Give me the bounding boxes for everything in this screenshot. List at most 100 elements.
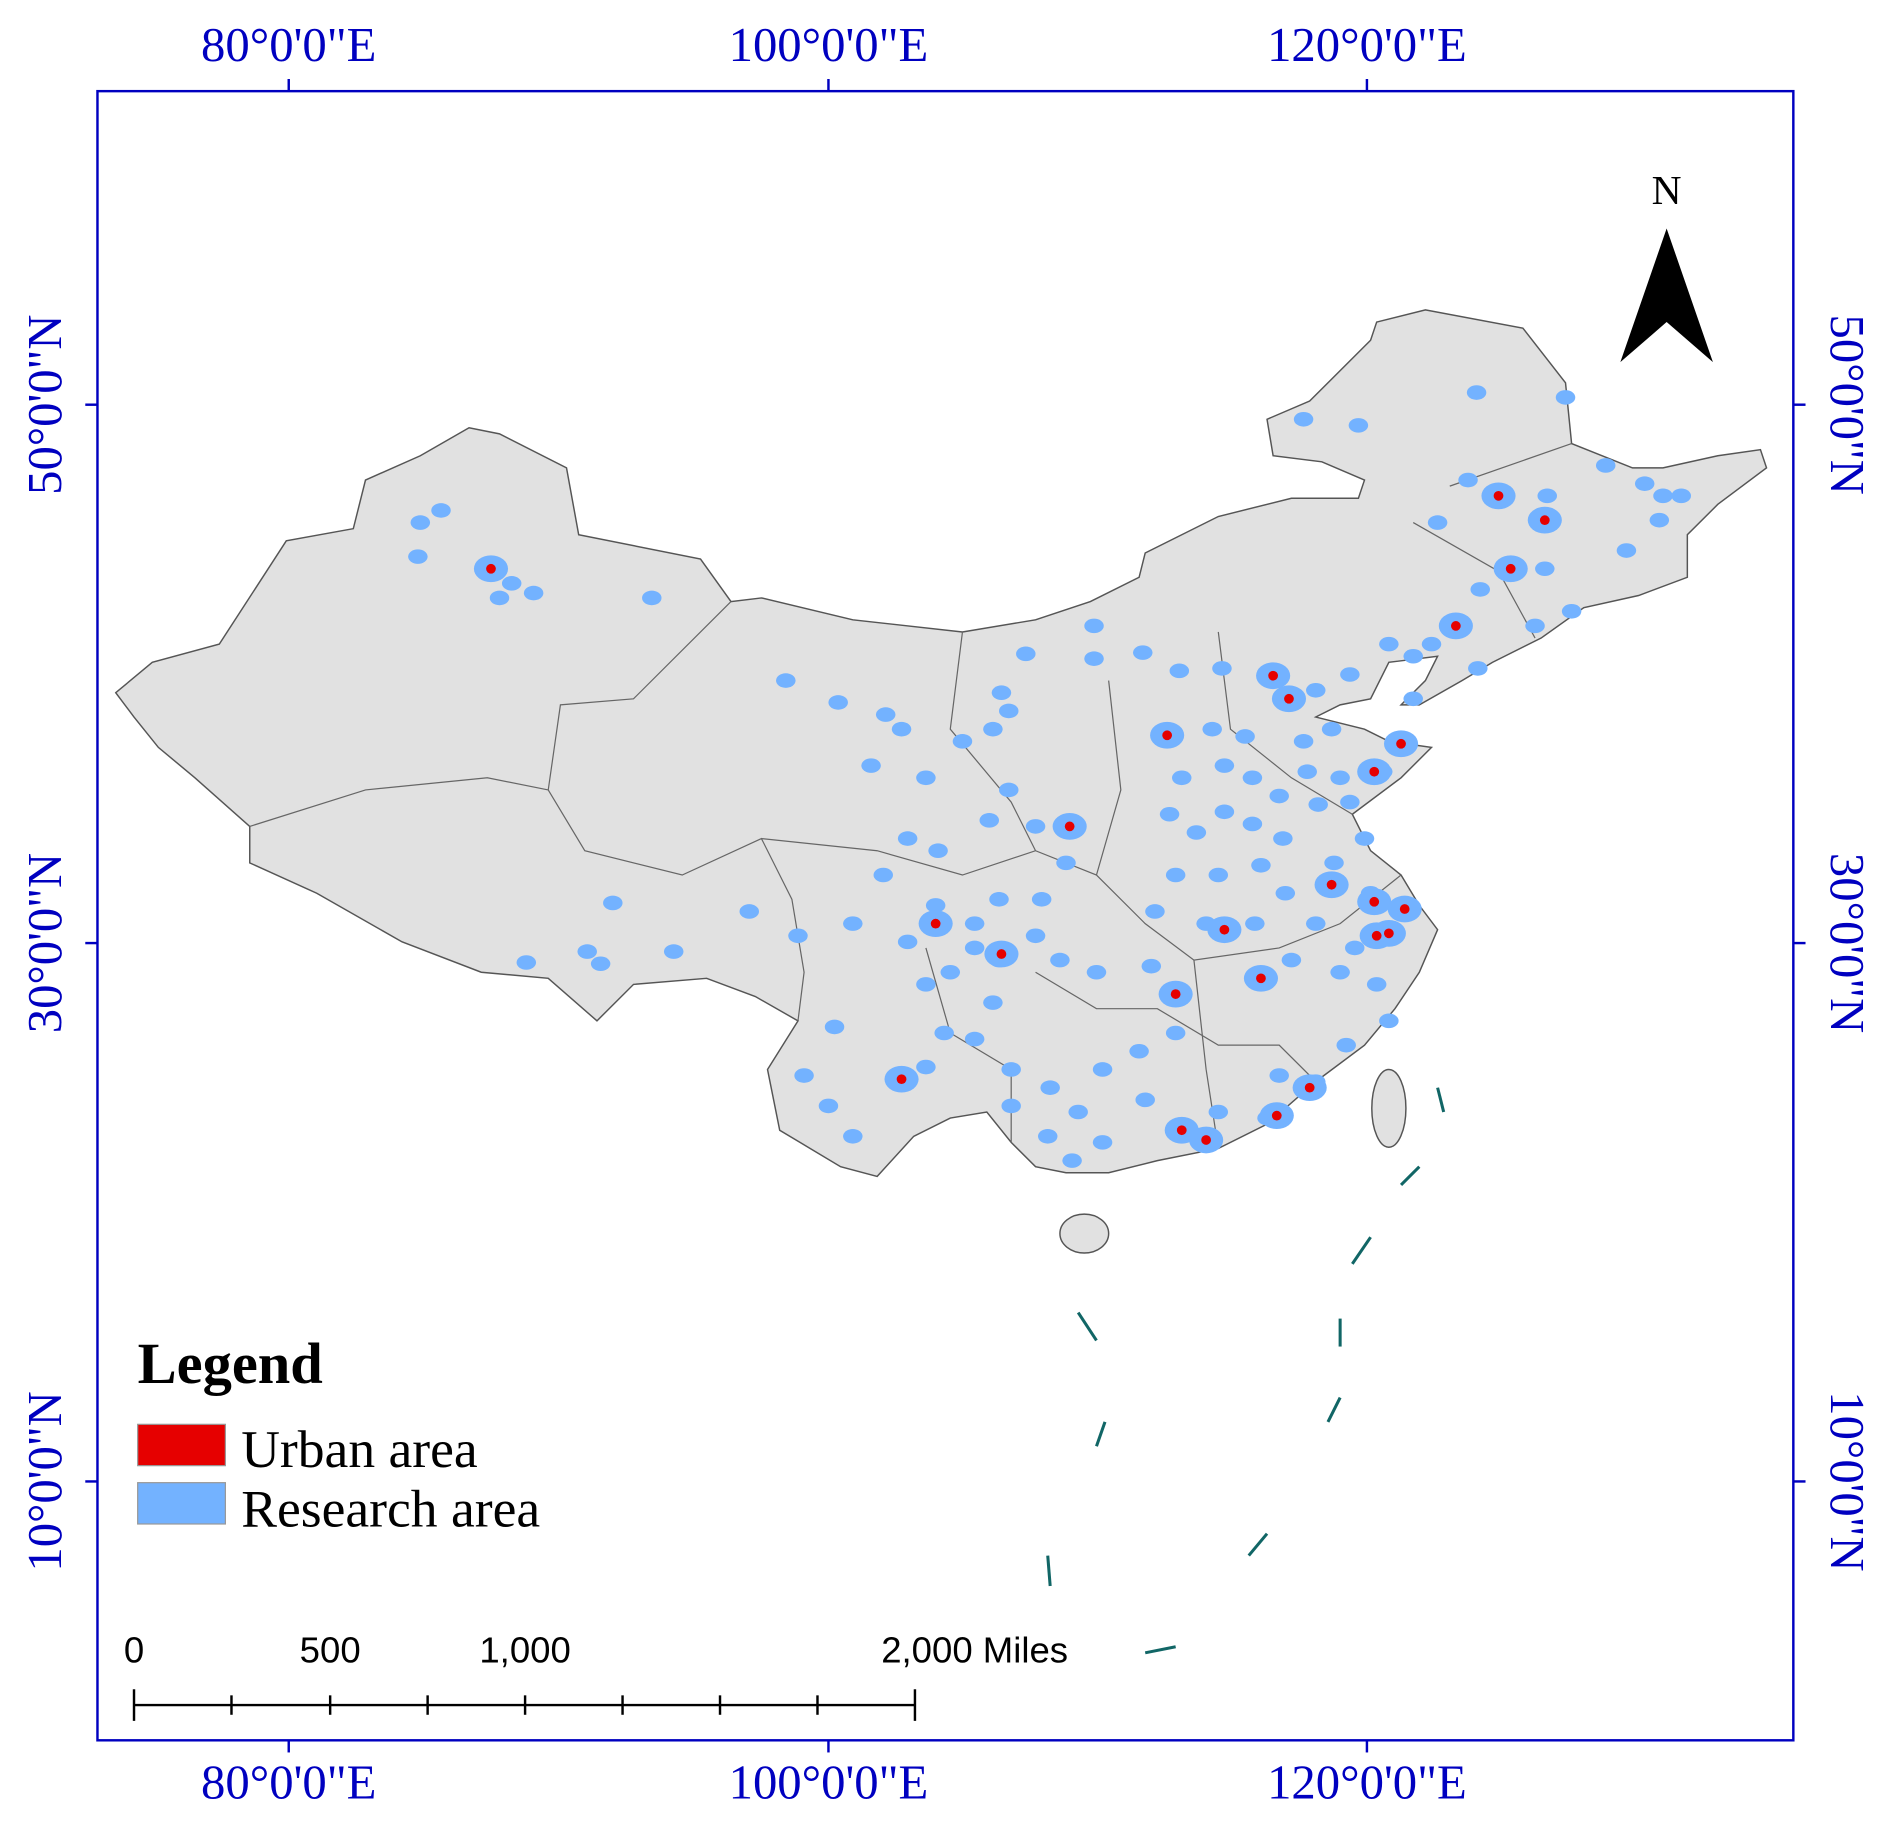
research-area (1354, 831, 1375, 846)
research-area (1403, 648, 1423, 664)
research-area (489, 590, 510, 606)
research-area (873, 867, 894, 883)
research-area (603, 895, 623, 911)
research-area (1141, 958, 1162, 974)
legend-title: Legend (138, 1331, 323, 1396)
research-area (1649, 512, 1670, 528)
research-area (1321, 721, 1342, 737)
research-area (983, 721, 1003, 737)
urban-area (1383, 928, 1394, 939)
research-area (1092, 1135, 1113, 1150)
urban-areas (486, 490, 1550, 1145)
research-area (875, 707, 896, 722)
research-area (1537, 488, 1557, 504)
urban-area (1284, 693, 1294, 704)
urban-area (1268, 670, 1278, 681)
research-area (999, 703, 1019, 719)
research-area (1212, 661, 1232, 676)
research-area (1245, 916, 1265, 931)
scale-label: 2,000 Miles (881, 1630, 1068, 1671)
research-area (1427, 515, 1448, 530)
lon-label: 80°0'0"E (201, 18, 376, 72)
research-area (991, 685, 1012, 701)
research-area (897, 934, 918, 950)
research-area (1068, 1104, 1088, 1120)
urban-area (896, 1074, 907, 1085)
research-area (1273, 831, 1293, 846)
research-area (516, 955, 537, 970)
research-area (891, 721, 912, 737)
research-area (1340, 667, 1360, 682)
research-area (1133, 645, 1153, 660)
research-area (1466, 385, 1487, 400)
research-area (1165, 1025, 1186, 1041)
lon-label: 80°0'0"E (201, 1756, 376, 1810)
research-area (1379, 636, 1399, 652)
research-area (794, 1068, 814, 1083)
research-area (501, 576, 522, 591)
urban-area (1170, 989, 1181, 999)
lon-label: 100°0'0"E (729, 18, 929, 72)
research-area (1340, 794, 1360, 810)
research-area (577, 944, 597, 959)
research-area (1275, 885, 1296, 901)
research-area (1208, 867, 1229, 883)
research-area (916, 1059, 936, 1075)
research-area (1561, 604, 1582, 619)
research-area (1092, 1062, 1113, 1077)
research-area (1336, 1037, 1356, 1053)
research-area (989, 892, 1009, 907)
research-area (828, 695, 848, 710)
research-area (928, 843, 948, 859)
research-area (925, 898, 946, 913)
research-area (1062, 1153, 1082, 1168)
research-area (408, 549, 428, 564)
research-area (1016, 646, 1036, 662)
research-area (1242, 770, 1263, 786)
urban-area (1399, 904, 1410, 914)
research-area (1172, 770, 1192, 786)
nine-dash-line (1046, 1087, 1446, 1655)
research-area (934, 1025, 954, 1041)
urban-area (486, 563, 496, 574)
graticule-ticks (85, 78, 1806, 1753)
urban-area (1064, 821, 1075, 832)
research-area (1324, 855, 1344, 871)
research-area (1202, 721, 1222, 737)
map-layer: N 80°0'0"E 100°0'0"E 120°0'0"E 80°0'0"E … (18, 18, 1874, 1810)
research-area (1468, 661, 1488, 676)
urban-area (1369, 896, 1380, 907)
urban-area (1326, 879, 1337, 890)
urban-area (1396, 738, 1406, 749)
urban-area (1256, 973, 1266, 984)
research-area (1653, 488, 1673, 504)
urban-area (1219, 924, 1230, 935)
scale-label: 0 (124, 1630, 144, 1671)
research-area (1208, 1104, 1229, 1120)
urban-area (1371, 930, 1382, 941)
research-area (1348, 418, 1369, 433)
research-area (1555, 390, 1576, 405)
taiwan (1371, 1068, 1407, 1148)
research-area (964, 1031, 985, 1047)
research-area (964, 916, 985, 931)
urban-area (1493, 490, 1504, 501)
research-area (1330, 964, 1350, 980)
research-area (776, 673, 796, 688)
research-area (1470, 582, 1490, 597)
research-area (964, 940, 985, 956)
research-area (1025, 928, 1046, 944)
research-area (897, 831, 918, 846)
urban-area (930, 918, 941, 929)
research-area (663, 944, 684, 959)
research-area (1050, 952, 1070, 968)
legend-swatch (137, 1482, 226, 1525)
lat-label: 10°0'0"N (18, 1391, 72, 1571)
research-area (1214, 804, 1235, 820)
research-area (983, 995, 1003, 1010)
legend-label: Research area (241, 1478, 540, 1538)
urban-area (1271, 1110, 1282, 1121)
research-area (431, 503, 451, 518)
research-area (1403, 691, 1423, 707)
